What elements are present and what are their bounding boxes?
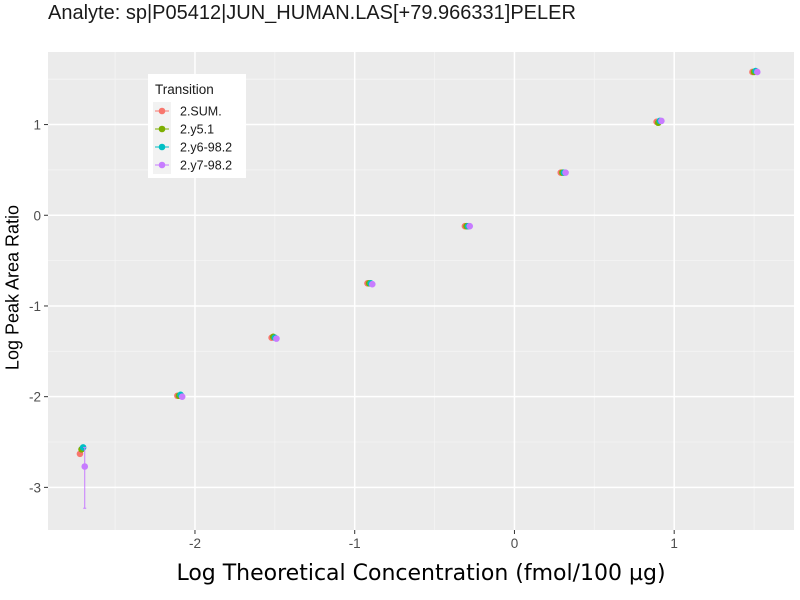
grid-lines — [48, 52, 794, 530]
y-tick-label: 1 — [33, 118, 41, 133]
data-point — [753, 68, 761, 76]
legend-label: 2.y6-98.2 — [180, 141, 232, 155]
axis-ticks: -2 -1 0 1 -3 -2 -1 0 1 — [29, 118, 678, 551]
x-tick-label: -2 — [189, 536, 201, 551]
data-point — [562, 169, 569, 176]
y-tick-label: 0 — [33, 208, 41, 223]
data-point — [658, 117, 665, 125]
legend-key-point — [158, 107, 166, 115]
data-point — [368, 280, 376, 288]
chart-title: Analyte: sp|P05412|JUN_HUMAN.LAS[+79.966… — [48, 2, 576, 24]
x-tick-label: 0 — [511, 536, 519, 551]
x-tick-label: -1 — [349, 536, 361, 551]
x-axis-label: Log Theoretical Concentration (fmol/100 … — [176, 561, 666, 586]
legend-key-point — [158, 125, 166, 133]
data-point — [178, 393, 186, 400]
x-tick-label: 1 — [670, 536, 678, 551]
legend: Transition 2.SUM. 2.y5.1 2.y6-98.2 2.y7-98.2 — [148, 74, 246, 178]
legend-label: 2.y7-98.2 — [180, 159, 232, 173]
legend-key-point — [158, 143, 166, 151]
y-tick-label: -3 — [29, 480, 41, 495]
y-tick-label: -2 — [29, 390, 41, 405]
data-point — [273, 335, 280, 342]
legend-title: Transition — [155, 82, 214, 97]
data-point — [81, 463, 89, 470]
legend-key-point — [158, 161, 166, 169]
data-point — [466, 222, 474, 230]
legend-label: 2.SUM. — [180, 105, 222, 119]
y-tick-label: -1 — [29, 299, 41, 314]
data-points — [76, 67, 761, 509]
legend-label: 2.y5.1 — [180, 123, 214, 137]
